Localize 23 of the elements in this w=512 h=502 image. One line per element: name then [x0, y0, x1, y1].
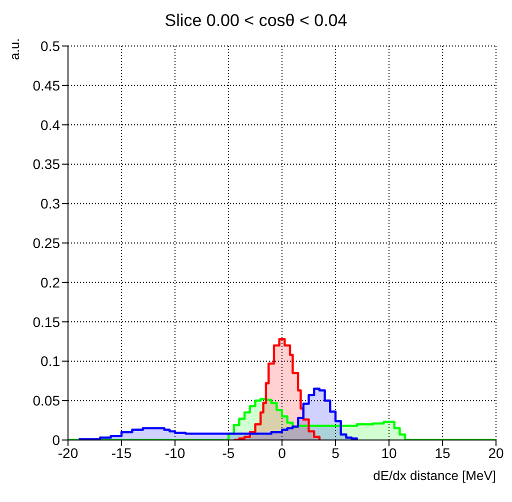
- y-tick-label: 0.4: [40, 116, 60, 133]
- y-tick-label: 0.45: [32, 77, 60, 94]
- x-tick-label: -15: [111, 444, 132, 461]
- x-tick-label: -20: [58, 444, 78, 461]
- x-tick-label: 10: [381, 444, 397, 461]
- y-tick-label: 0.05: [32, 392, 60, 409]
- y-tick-label: 0.2: [40, 274, 60, 290]
- y-tick-label: 0.35: [32, 156, 60, 172]
- y-tick-label: 0.25: [32, 234, 60, 251]
- x-tick-label: -5: [222, 444, 235, 461]
- chart-title: Slice 0.00 < cosθ < 0.04: [164, 10, 348, 32]
- y-tick-label: 0.3: [40, 196, 60, 212]
- x-tick-label: 15: [434, 444, 450, 461]
- x-tick-label: 20: [488, 444, 504, 461]
- x-tick-label: 0: [278, 444, 286, 461]
- y-tick-label: 0.1: [40, 353, 60, 370]
- x-tick-label: -10: [164, 444, 186, 461]
- x-tick-label: 5: [332, 444, 340, 461]
- y-axis-title: a.u.: [7, 38, 22, 60]
- y-tick-label: 0: [52, 432, 60, 448]
- x-axis-title: dE/dx distance [MeV]: [373, 468, 496, 483]
- y-tick-label: 0.15: [32, 314, 60, 330]
- y-tick-label: 0.5: [40, 38, 60, 54]
